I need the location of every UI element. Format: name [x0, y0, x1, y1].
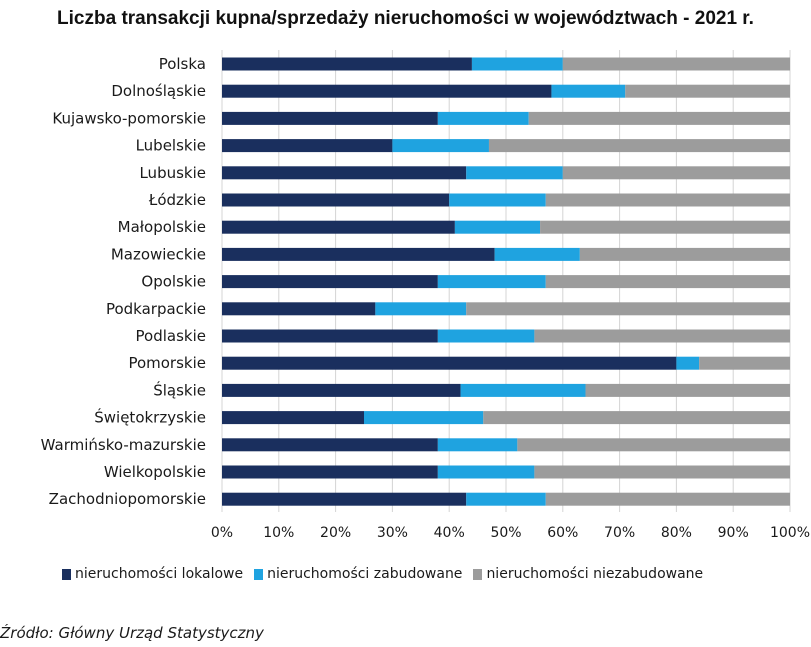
category-label: Polska — [159, 55, 206, 73]
bar-segment — [517, 438, 790, 452]
bar-segment — [437, 329, 535, 343]
bar-segment — [222, 111, 438, 125]
bar-segment — [676, 356, 700, 370]
bar-segment — [222, 166, 467, 180]
bar-segment — [222, 84, 552, 98]
bar-segment — [222, 193, 450, 207]
category-label: Zachodniopomorskie — [49, 490, 206, 508]
bar-segment — [392, 139, 489, 153]
bar-segment — [494, 247, 580, 261]
bar-segment — [222, 57, 472, 71]
bar-segment — [222, 383, 461, 397]
bar-segment — [534, 329, 790, 343]
bar-segment — [551, 84, 626, 98]
source-note: Źródło: Główny Urząd Statystyczny — [0, 624, 264, 642]
category-label: Podlaskie — [136, 327, 206, 345]
x-tick-label: 0% — [211, 525, 233, 541]
bar-segment — [545, 492, 790, 506]
bar-segment — [222, 139, 393, 153]
x-tick-label: 90% — [718, 525, 749, 541]
bar-segment — [222, 411, 364, 425]
bar-segment — [222, 329, 438, 343]
bar-segment — [466, 302, 790, 316]
bar-segment — [562, 166, 790, 180]
bar-segment — [437, 438, 518, 452]
category-label: Świętokrzyskie — [94, 408, 206, 427]
x-tick-label: 60% — [547, 525, 578, 541]
legend: nieruchomości lokalowe nieruchomości zab… — [62, 566, 714, 582]
bar-segment — [364, 411, 484, 425]
category-label: Małopolskie — [118, 218, 206, 236]
x-tick-label: 10% — [263, 525, 294, 541]
x-tick-label: 80% — [661, 525, 692, 541]
legend-swatch — [62, 568, 71, 580]
bar-segment — [562, 57, 790, 71]
category-label: Śląskie — [153, 380, 206, 399]
bar-segment — [488, 139, 790, 153]
bar-segment — [437, 111, 529, 125]
bar-segment — [534, 465, 790, 479]
x-tick-label: 20% — [320, 525, 351, 541]
x-tick-label: 100% — [770, 525, 810, 541]
x-axis-tick-labels: 0% 10% 20% 30% 40% 50% 60% 70% 80% 90% 100% — [211, 525, 810, 541]
bar-segment — [222, 492, 467, 506]
category-label: Warmińsko-mazurskie — [41, 436, 206, 454]
category-label: Lubuskie — [139, 164, 206, 182]
bar-segment — [222, 356, 677, 370]
legend-label: nieruchomości zabudowane — [267, 566, 463, 582]
category-label: Mazowieckie — [111, 245, 206, 263]
bar-segment — [699, 356, 790, 370]
category-label: Lubelskie — [136, 137, 206, 155]
bar-segment — [528, 111, 790, 125]
bar-segment — [460, 383, 586, 397]
bar-segment — [585, 383, 790, 397]
chart-title: Liczba transakcji kupna/sprzedaży nieruc… — [57, 8, 754, 29]
category-label: Kujawsko-pomorskie — [52, 109, 206, 127]
x-tick-label: 70% — [604, 525, 635, 541]
category-label: Wielkopolskie — [104, 463, 206, 481]
bar-chart: Polska Dolnośląskie Kujawsko-pomorskie Lube… — [41, 50, 810, 541]
bar-segment — [437, 465, 535, 479]
category-label: Dolnośląskie — [111, 82, 206, 100]
x-tick-label: 40% — [434, 525, 465, 541]
bar-segment — [625, 84, 790, 98]
category-label: Łódzkie — [148, 191, 206, 209]
bar-segment — [579, 247, 790, 261]
legend-item-niezabudowane: nieruchomości niezabudowane — [473, 566, 703, 582]
legend-item-zabudowane: nieruchomości zabudowane — [254, 566, 462, 582]
legend-item-lokalowe: nieruchomości lokalowe — [62, 566, 243, 582]
bar-segment — [375, 302, 467, 316]
bar-segment — [222, 220, 455, 234]
bar-segment — [222, 275, 438, 289]
legend-label: nieruchomości lokalowe — [75, 566, 244, 582]
bar-segment — [222, 302, 376, 316]
legend-label: nieruchomości niezabudowane — [486, 566, 704, 582]
category-label: Podkarpackie — [106, 300, 206, 318]
bar-segment — [454, 220, 541, 234]
bar-segment — [466, 492, 546, 506]
bar-segment — [466, 166, 563, 180]
x-tick-label: 30% — [377, 525, 408, 541]
bar-segment — [222, 247, 495, 261]
category-labels: Polska Dolnośląskie Kujawsko-pomorskie Lube… — [41, 55, 206, 508]
bar-segment — [449, 193, 546, 207]
bar-segment — [545, 193, 790, 207]
bar-segment — [483, 411, 790, 425]
legend-swatch — [254, 568, 264, 580]
bars — [222, 57, 790, 506]
bar-segment — [540, 220, 790, 234]
bar-segment — [545, 275, 790, 289]
legend-swatch — [473, 568, 483, 580]
category-label: Opolskie — [141, 273, 206, 291]
bar-segment — [471, 57, 563, 71]
x-tick-label: 50% — [490, 525, 521, 541]
bar-segment — [222, 438, 438, 452]
bar-segment — [437, 275, 546, 289]
bar-segment — [222, 465, 438, 479]
category-label: Pomorskie — [128, 354, 206, 372]
